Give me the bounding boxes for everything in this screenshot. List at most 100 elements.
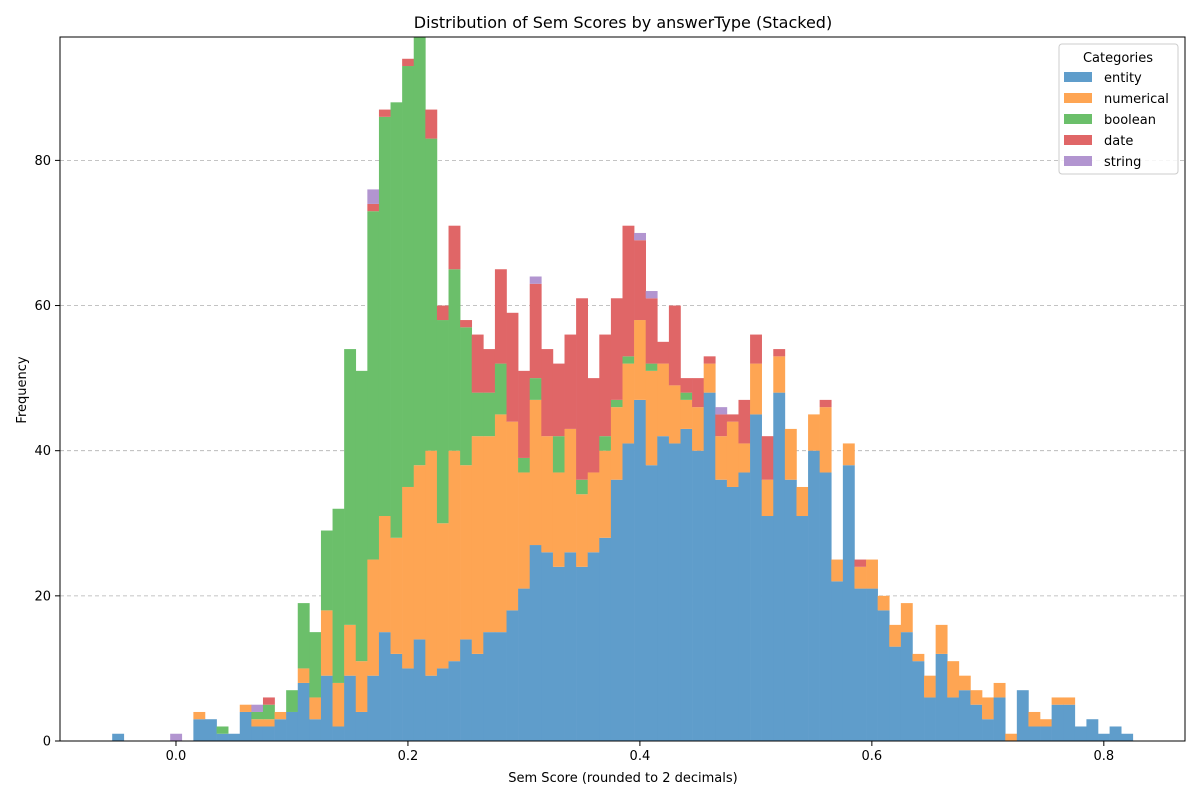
- bar-numerical: [831, 559, 844, 582]
- bar-entity: [726, 486, 739, 741]
- bar-numerical: [750, 363, 762, 415]
- bar-numerical: [1028, 711, 1041, 727]
- bar-date: [564, 334, 577, 429]
- bar-numerical: [344, 624, 357, 676]
- bar-entity: [216, 733, 229, 741]
- bar-numerical: [842, 443, 855, 466]
- bar-numerical: [784, 428, 797, 480]
- bar-entity: [784, 479, 797, 741]
- bar-entity: [471, 653, 484, 741]
- bar-numerical: [1063, 697, 1076, 705]
- bar-numerical: [947, 661, 960, 698]
- bar-numerical: [402, 486, 415, 669]
- bar-date: [425, 109, 438, 139]
- bar-entity: [866, 588, 878, 741]
- legend-swatch-numerical: [1064, 93, 1092, 103]
- bar-entity: [425, 675, 438, 741]
- bar-string: [645, 291, 658, 299]
- bar-date: [645, 298, 658, 364]
- bar-numerical: [924, 675, 936, 698]
- bar-entity: [228, 733, 241, 741]
- bar-numerical: [425, 450, 438, 676]
- bar-entity: [854, 588, 867, 741]
- bar-boolean: [529, 378, 542, 400]
- bar-numerical: [599, 450, 612, 538]
- legend: Categories entity numerical boolean date str…: [1058, 43, 1179, 175]
- bar-entity: [761, 516, 774, 741]
- bar-entity: [970, 704, 983, 741]
- y-axis: 0 20 40 60 80: [34, 154, 60, 750]
- bar-string: [634, 232, 646, 241]
- legend-label-date: date: [1104, 134, 1133, 149]
- bar-entity: [344, 675, 357, 741]
- bar-entity: [274, 719, 287, 741]
- bar-numerical: [703, 363, 716, 393]
- bar-date: [367, 203, 380, 212]
- bar-boolean: [425, 138, 438, 451]
- bar-numerical: [587, 472, 600, 553]
- bar-numerical: [692, 407, 704, 451]
- bar-string: [529, 276, 542, 284]
- bar-entity: [251, 726, 264, 741]
- bar-entity: [390, 653, 403, 741]
- bar-numerical: [668, 385, 681, 444]
- bar-boolean: [251, 711, 264, 720]
- bar-numerical: [251, 719, 264, 727]
- bar-boolean: [460, 327, 473, 466]
- bar-boolean: [576, 479, 589, 495]
- bar-date: [854, 559, 867, 567]
- bar-entity: [1063, 704, 1076, 741]
- bar-numerical: [494, 414, 507, 633]
- bar-entity: [402, 668, 415, 741]
- legend-title: Categories: [1083, 51, 1153, 66]
- bar-boolean: [332, 508, 345, 683]
- bar-numerical: [900, 603, 913, 633]
- bar-date: [715, 414, 728, 437]
- bar-numerical: [970, 690, 983, 705]
- bar-entity: [889, 646, 902, 741]
- bar-numerical: [332, 682, 345, 727]
- legend-swatch-boolean: [1064, 114, 1092, 124]
- bar-entity: [1098, 733, 1110, 741]
- bar-entity: [900, 632, 913, 741]
- bar-boolean: [402, 66, 415, 487]
- bar-numerical: [564, 428, 577, 553]
- bar-date: [518, 370, 531, 458]
- legend-label-numerical: numerical: [1104, 92, 1169, 107]
- bar-date: [773, 349, 786, 357]
- bar-entity: [576, 566, 589, 741]
- bar-date: [680, 378, 693, 393]
- bar-boolean: [297, 603, 310, 669]
- bar-entity: [750, 414, 762, 741]
- bar-entity: [587, 552, 600, 741]
- bar-boolean: [390, 102, 403, 538]
- bar-numerical: [1040, 719, 1052, 727]
- bar-numerical: [541, 436, 554, 553]
- bar-numerical: [552, 472, 565, 567]
- bar-numerical: [378, 516, 391, 633]
- bar-date: [761, 436, 774, 480]
- plot-frame: [59, 36, 1186, 742]
- legend-swatch-string: [1064, 156, 1092, 166]
- bar-boolean: [483, 392, 496, 437]
- bar-string: [715, 407, 728, 415]
- bar-entity: [552, 566, 565, 741]
- bar-date: [262, 697, 275, 705]
- bar-entity: [634, 399, 646, 741]
- bar-date: [506, 312, 519, 422]
- bar-boolean: [262, 704, 275, 720]
- bar-string: [367, 189, 380, 204]
- bar-numerical: [460, 465, 473, 640]
- y-tick-label: 20: [34, 589, 51, 604]
- y-tick-label: 40: [34, 444, 51, 459]
- bar-numerical: [935, 624, 948, 654]
- bar-entity: [703, 392, 716, 741]
- bar-entity: [378, 632, 391, 741]
- bar-numerical: [715, 436, 728, 480]
- bar-entity: [1040, 726, 1052, 741]
- bar-numerical: [819, 407, 832, 473]
- bar-date: [657, 341, 670, 364]
- bar-boolean: [680, 392, 693, 400]
- bar-numerical: [634, 320, 646, 400]
- bar-numerical: [448, 450, 461, 662]
